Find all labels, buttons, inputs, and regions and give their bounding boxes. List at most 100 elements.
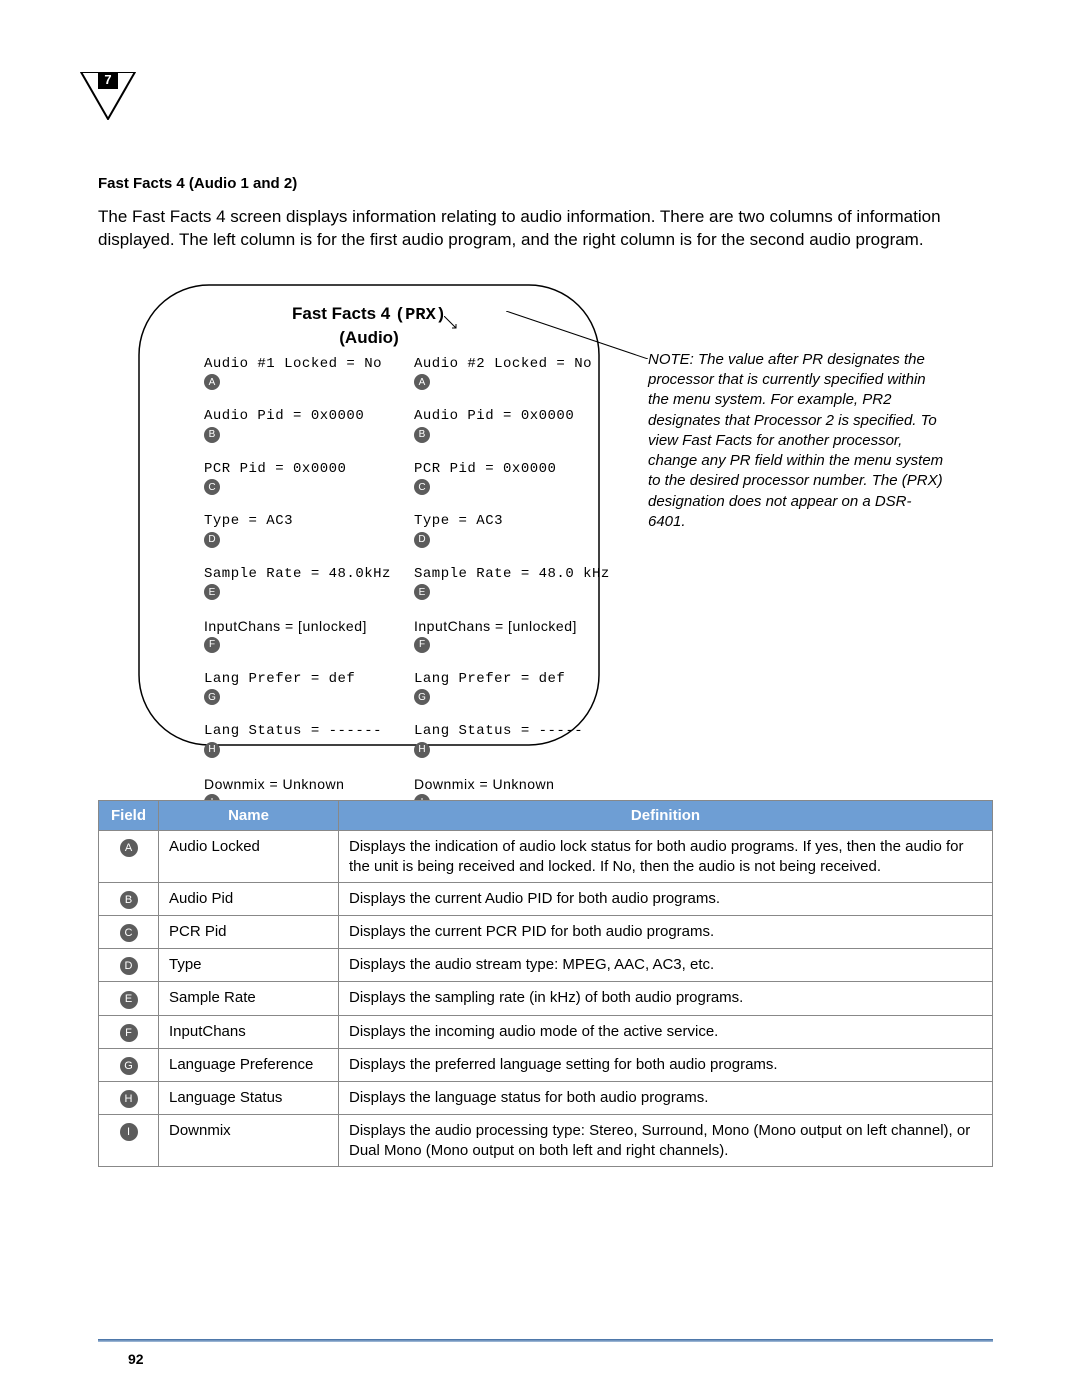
cell-definition: Displays the audio stream type: MPEG, AA…	[339, 949, 993, 982]
screen-subtitle: (Audio)	[134, 328, 604, 348]
row-bullet-a: A	[204, 374, 220, 390]
row-label: Type = AC3	[204, 513, 414, 529]
row-bullet-e: E	[204, 584, 220, 600]
audio-col-2: Audio #2 Locked = NoA Audio Pid = 0x0000B…	[414, 356, 624, 829]
table-row: G Language PreferenceDisplays the preferr…	[99, 1048, 993, 1081]
screen-row-left-e: Sample Rate = 48.0kHz E	[204, 566, 414, 601]
table-row: CPCR PidDisplays the current PCR PID for…	[99, 916, 993, 949]
row-bullet-b: B	[204, 427, 220, 443]
cell-name: InputChans	[159, 1015, 339, 1048]
field-bullet-a: A	[120, 839, 138, 857]
screen-row-right-b: Audio Pid = 0x0000B	[414, 408, 624, 443]
cell-name: Language Preference	[159, 1048, 339, 1081]
screen-row-right-e: Sample Rate = 48.0 kHz E	[414, 566, 624, 601]
row-bullet-c: C	[204, 479, 220, 495]
field-bullet-b: B	[120, 891, 138, 909]
cell-name: Downmix	[159, 1115, 339, 1167]
field-bullet-i: I	[120, 1123, 138, 1141]
row-label: Sample Rate = 48.0kHz	[204, 566, 414, 582]
cell-definition: Displays the audio processing type: Ster…	[339, 1115, 993, 1167]
fast-facts-figure: Fast Facts 4 (PRX) (Audio) Audio #1 Lock…	[98, 280, 993, 760]
cell-name: Audio Locked	[159, 831, 339, 883]
chapter-badge: 7	[80, 72, 136, 120]
table-row: I DownmixDisplays the audio processing ty…	[99, 1115, 993, 1167]
cell-definition: Displays the preferred language setting …	[339, 1048, 993, 1081]
row-label: Downmix = Unknown	[204, 776, 414, 792]
row-bullet-e: E	[414, 584, 430, 600]
row-label: Audio #1 Locked = No	[204, 356, 414, 372]
cell-field: B	[99, 883, 159, 916]
row-label: PCR Pid = 0x0000	[414, 461, 624, 477]
cell-field: C	[99, 916, 159, 949]
row-label: Audio Pid = 0x0000	[204, 408, 414, 424]
row-bullet-d: D	[414, 532, 430, 548]
screen-row-left-g: Lang Prefer = def G	[204, 671, 414, 706]
row-bullet-b: B	[414, 427, 430, 443]
cell-definition: Displays the current PCR PID for both au…	[339, 916, 993, 949]
table-row: D TypeDisplays the audio stream type: MPE…	[99, 949, 993, 982]
row-label: InputChans = [unlocked]	[204, 618, 414, 634]
screen-row-right-c: PCR Pid = 0x0000 C	[414, 461, 624, 496]
row-bullet-f: F	[204, 637, 220, 653]
screen-row-left-c: PCR Pid = 0x0000 C	[204, 461, 414, 496]
row-bullet-h: H	[204, 742, 220, 758]
screen-row-left-a: Audio #1 Locked = No A	[204, 356, 414, 391]
chapter-number: 7	[104, 72, 111, 87]
th-field: Field	[99, 801, 159, 831]
screen-row-left-d: Type = AC3D	[204, 513, 414, 548]
row-label: Downmix = Unknown	[414, 776, 624, 792]
cell-field: H	[99, 1081, 159, 1114]
cell-field: A	[99, 831, 159, 883]
row-bullet-h: H	[414, 742, 430, 758]
row-bullet-g: G	[204, 689, 220, 705]
cell-name: Audio Pid	[159, 883, 339, 916]
screen-row-left-f: InputChans = [unlocked] F	[204, 618, 414, 653]
section-heading: Fast Facts 4 (Audio 1 and 2)	[98, 175, 993, 192]
row-label: Lang Prefer = def	[414, 671, 624, 687]
field-bullet-g: G	[120, 1057, 138, 1075]
row-label: PCR Pid = 0x0000	[204, 461, 414, 477]
screen-row-left-b: Audio Pid = 0x0000 B	[204, 408, 414, 443]
table-row: A Audio LockedDisplays the indication of …	[99, 831, 993, 883]
table-row: FInputChansDisplays the incoming audio m…	[99, 1015, 993, 1048]
screen-row-right-a: Audio #2 Locked = NoA	[414, 356, 624, 391]
row-bullet-c: C	[414, 479, 430, 495]
row-label: Type = AC3	[414, 513, 624, 529]
screen-title: Fast Facts 4 (PRX)	[134, 304, 604, 325]
screen-row-right-h: Lang Status = ----- H	[414, 723, 624, 758]
cell-name: Language Status	[159, 1081, 339, 1114]
cell-field: E	[99, 982, 159, 1015]
cell-definition: Displays the sampling rate (in kHz) of b…	[339, 982, 993, 1015]
table-row: B Audio PidDisplays the current Audio PID…	[99, 883, 993, 916]
screen-row-right-d: Type = AC3 D	[414, 513, 624, 548]
definitions-table: Field Name Definition AAudio LockedDispl…	[98, 800, 993, 1167]
screen-row-left-h: Lang Status = ------ H	[204, 723, 414, 758]
audio-col-1: Audio #1 Locked = No A Audio Pid = 0x0000 B…	[204, 356, 414, 829]
cell-name: Type	[159, 949, 339, 982]
cell-definition: Displays the indication of audio lock st…	[339, 831, 993, 883]
field-bullet-f: F	[120, 1024, 138, 1042]
screen-row-right-f: InputChans = [unlocked] F	[414, 618, 624, 653]
row-label: Lang Prefer = def	[204, 671, 414, 687]
table-row: ESample RateDisplays the sampling rate (…	[99, 982, 993, 1015]
row-bullet-g: G	[414, 689, 430, 705]
row-bullet-f: F	[414, 637, 430, 653]
th-definition: Definition	[339, 801, 993, 831]
row-label: Lang Status = ------	[204, 723, 414, 739]
page-number: 92	[128, 1351, 144, 1367]
row-label: Lang Status = -----	[414, 723, 624, 739]
table-row: HLanguage StatusDisplays the language st…	[99, 1081, 993, 1114]
row-bullet-a: A	[414, 374, 430, 390]
th-name: Name	[159, 801, 339, 831]
row-label: InputChans = [unlocked]	[414, 618, 624, 634]
field-bullet-c: C	[120, 924, 138, 942]
processor-note: NOTE: The value after PR designates the …	[648, 350, 946, 532]
cell-definition: Displays the language status for both au…	[339, 1081, 993, 1114]
cell-name: Sample Rate	[159, 982, 339, 1015]
row-label: Sample Rate = 48.0 kHz	[414, 566, 624, 582]
footer-rule	[98, 1339, 993, 1342]
field-bullet-d: D	[120, 957, 138, 975]
cell-field: F	[99, 1015, 159, 1048]
cell-definition: Displays the current Audio PID for both …	[339, 883, 993, 916]
screen-row-right-g: Lang Prefer = def G	[414, 671, 624, 706]
